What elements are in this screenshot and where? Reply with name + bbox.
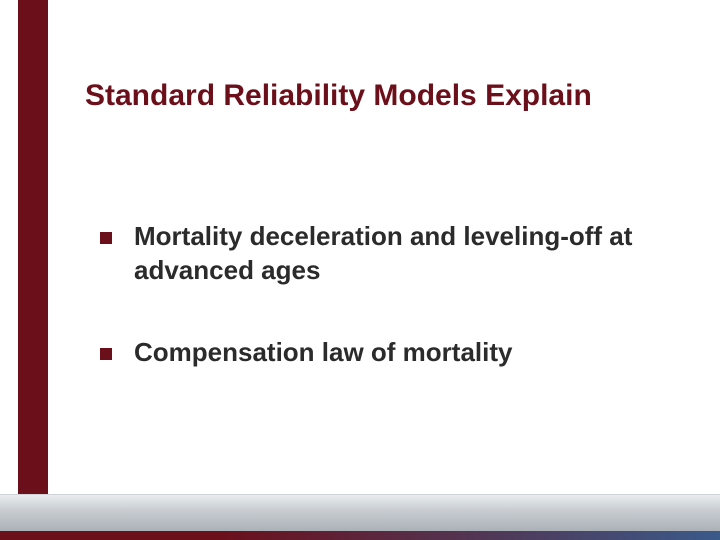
slide-title: Standard Reliability Models Explain xyxy=(85,78,680,114)
bullet-item: Mortality deceleration and leveling-off … xyxy=(100,220,660,288)
bullet-square-icon xyxy=(100,348,112,360)
slide: Standard Reliability Models Explain Mort… xyxy=(0,0,720,540)
bullet-text: Compensation law of mortality xyxy=(134,336,513,370)
slide-body: Mortality deceleration and leveling-off … xyxy=(100,220,660,417)
bullet-item: Compensation law of mortality xyxy=(100,336,660,370)
bottom-accent-bar xyxy=(0,531,720,540)
left-accent-stripe xyxy=(18,0,48,495)
bullet-text: Mortality deceleration and leveling-off … xyxy=(134,220,660,288)
bullet-square-icon xyxy=(100,232,112,244)
